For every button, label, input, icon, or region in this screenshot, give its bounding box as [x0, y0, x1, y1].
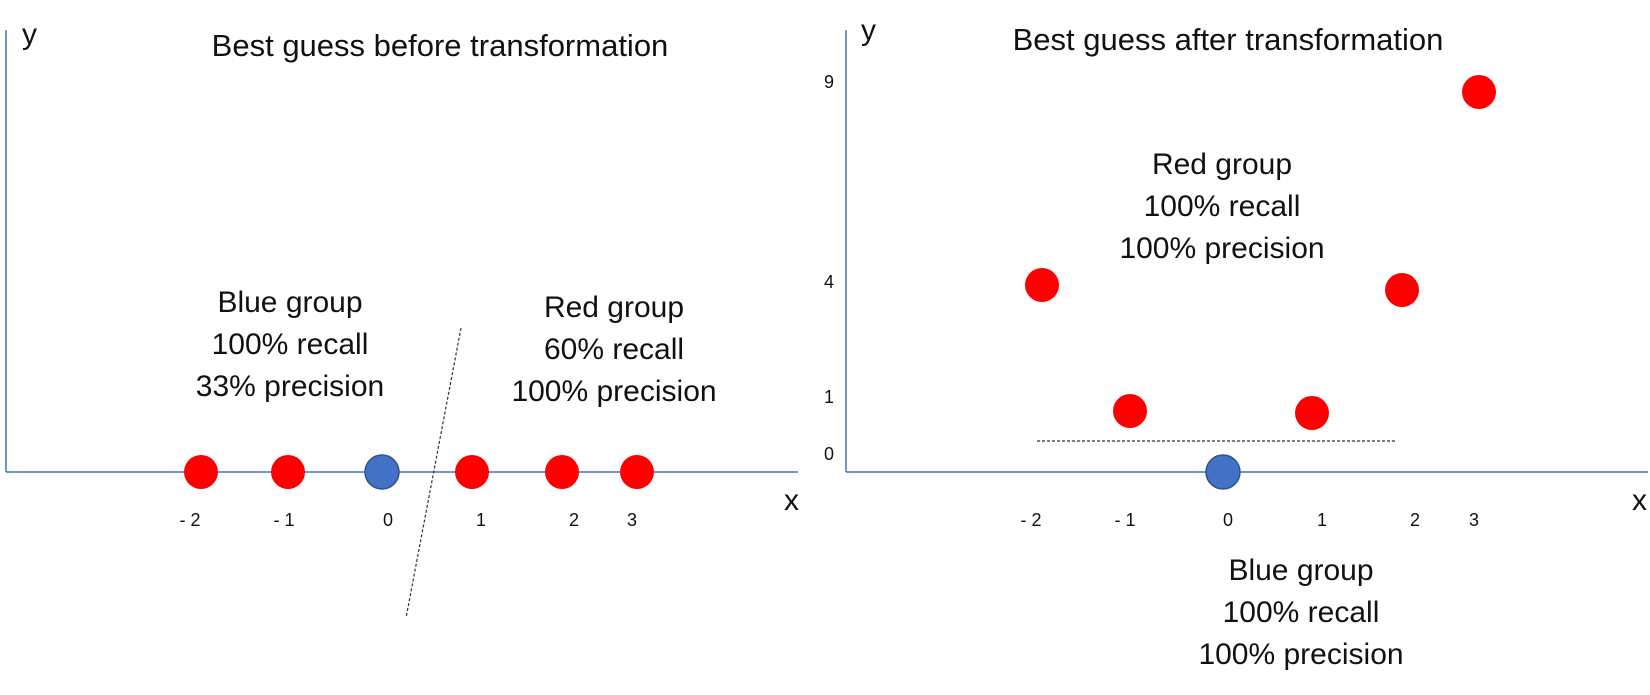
left-x-tick-label: - 2 [179, 510, 200, 530]
red-point [1295, 396, 1329, 430]
stats-line: 100% precision [1198, 638, 1403, 671]
left-x-tick-label: 2 [569, 510, 579, 530]
stats-line: 100% recall [212, 328, 369, 361]
left-x-axis-label: x [784, 484, 799, 517]
left-x-tick-label: - 1 [273, 510, 294, 530]
right-x-axis-label: x [1632, 484, 1647, 517]
stats-line: 100% recall [1223, 596, 1380, 629]
right-x-tick-label: - 2 [1020, 510, 1041, 530]
stats-line: Blue group [1228, 554, 1373, 587]
right-red-group-stats: Red group 100% recall 100% precision [1119, 148, 1324, 265]
red-point [455, 455, 489, 489]
red-point [1462, 75, 1496, 109]
stats-line: 33% precision [196, 370, 384, 403]
right-y-tick-label: 0 [824, 444, 834, 464]
right-points [1025, 75, 1496, 490]
stats-line: Red group [1152, 148, 1292, 181]
left-points [184, 454, 654, 490]
red-point [545, 455, 579, 489]
right-x-tick-label: 2 [1410, 510, 1420, 530]
stats-line: Blue group [217, 286, 362, 319]
left-x-tick-label: 0 [383, 510, 393, 530]
right-y-tick-label: 9 [824, 72, 834, 92]
right-y-tick-label: 4 [824, 272, 834, 292]
red-point [1385, 273, 1419, 307]
stats-line: 100% precision [1119, 232, 1324, 265]
left-panel: y x Best guess before transformation - 2… [5, 18, 799, 619]
red-point [1113, 394, 1147, 428]
blue-point [1205, 454, 1241, 490]
right-x-tick-label: 1 [1317, 510, 1327, 530]
stats-line: Red group [544, 291, 684, 324]
red-point [620, 455, 654, 489]
left-x-tick-label: 3 [627, 510, 637, 530]
left-y-axis-label: y [22, 18, 37, 51]
red-point [1025, 268, 1059, 302]
right-blue-group-stats: Blue group 100% recall 100% precision [1198, 554, 1403, 671]
stats-line: 100% recall [1144, 190, 1301, 223]
right-x-tick-label: 3 [1469, 510, 1479, 530]
stats-line: 100% precision [511, 375, 716, 408]
red-point [184, 455, 218, 489]
left-panel-title: Best guess before transformation [212, 28, 669, 63]
stats-line: 60% recall [544, 333, 684, 366]
left-blue-group-stats: Blue group 100% recall 33% precision [196, 286, 384, 403]
right-y-axis-label: y [861, 14, 876, 47]
right-y-tick-label: 1 [824, 387, 834, 407]
left-red-group-stats: Red group 60% recall 100% precision [511, 291, 716, 408]
blue-point [364, 454, 400, 490]
red-point [271, 455, 305, 489]
right-panel-title: Best guess after transformation [1013, 22, 1444, 57]
left-decision-boundary [405, 327, 462, 619]
left-x-tick-label: 1 [476, 510, 486, 530]
right-panel: y x Best guess after transformation 9 4 … [824, 14, 1648, 671]
right-x-tick-label: 0 [1223, 510, 1233, 530]
right-x-tick-label: - 1 [1114, 510, 1135, 530]
